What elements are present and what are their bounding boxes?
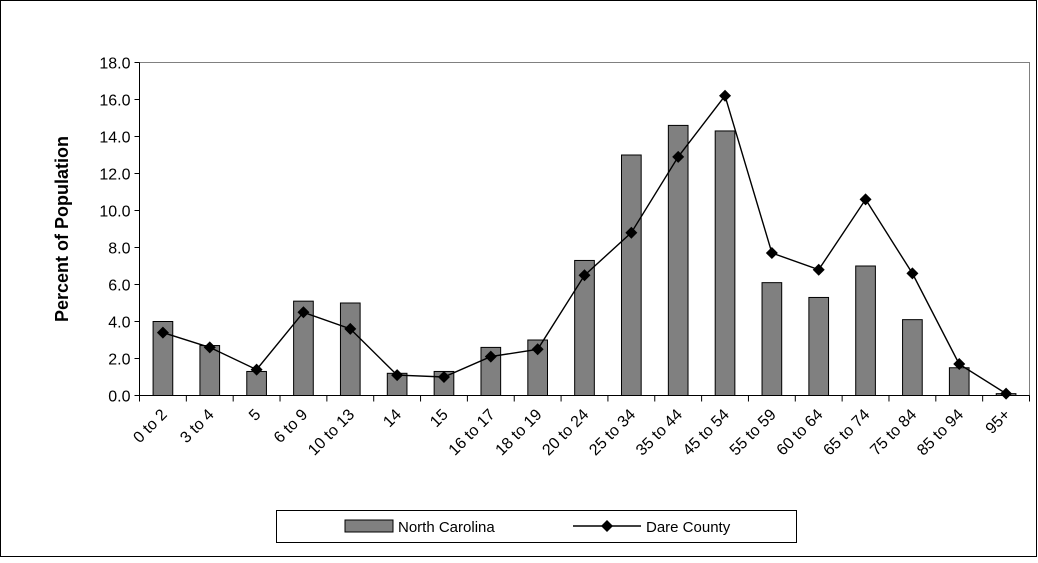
y-tick-label: 8.0 [108,241,130,258]
point-dare-county [203,341,216,354]
bar-north-carolina [621,154,642,396]
bar-north-carolina [855,265,876,396]
point-dare-county [672,150,685,163]
point-dare-county [531,343,544,356]
bar-north-carolina [808,296,830,397]
point-dare-county [484,350,497,363]
point-dare-county [1000,387,1013,400]
point-dare-county [297,306,310,319]
point-dare-county [906,267,919,280]
bar-north-carolina [948,367,970,396]
point-dare-county [344,322,357,335]
legend-marker-dare-county [601,520,613,532]
y-tick-label: 10.0 [99,204,130,221]
y-tick-label: 2.0 [108,352,130,369]
point-dare-county [437,371,450,383]
y-axis: 0.0 2.0 4.0 6.0 8.0 10.0 12.0 14.0 16.0 18.0 [99,56,140,406]
y-axis-title: Percent of Population [52,136,72,322]
point-dare-county [812,263,825,276]
point-dare-county [765,247,778,260]
bar-north-carolina [761,282,783,396]
bar-north-carolina [902,319,923,396]
point-dare-county [719,89,732,102]
legend-label-dare-county: Dare County [646,519,731,536]
point-dare-county [391,369,404,382]
point-dare-county [953,358,966,371]
point-dare-county [578,269,591,282]
point-dare-county [250,363,263,376]
dare-county-line [156,89,1013,400]
y-tick-label: 14.0 [99,130,130,147]
point-dare-county [625,226,638,239]
bar-north-carolina [667,124,689,397]
y-tick-label: 0.0 [108,389,130,406]
legend: North Carolina Dare County [276,510,797,543]
y-tick-label: 18.0 [99,56,130,73]
y-tick-label: 16.0 [99,93,130,110]
y-tick-label: 6.0 [108,278,130,295]
point-dare-county [156,326,169,339]
bar-north-carolina [339,302,361,396]
north-carolina-bars [152,124,1017,397]
bar-north-carolina [714,130,736,396]
point-dare-county [859,193,872,206]
y-tick-label: 12.0 [99,167,130,184]
legend-swatch-north-carolina [344,519,394,533]
legend-label-north-carolina: North Carolina [398,519,495,536]
y-tick-label: 4.0 [108,315,130,332]
